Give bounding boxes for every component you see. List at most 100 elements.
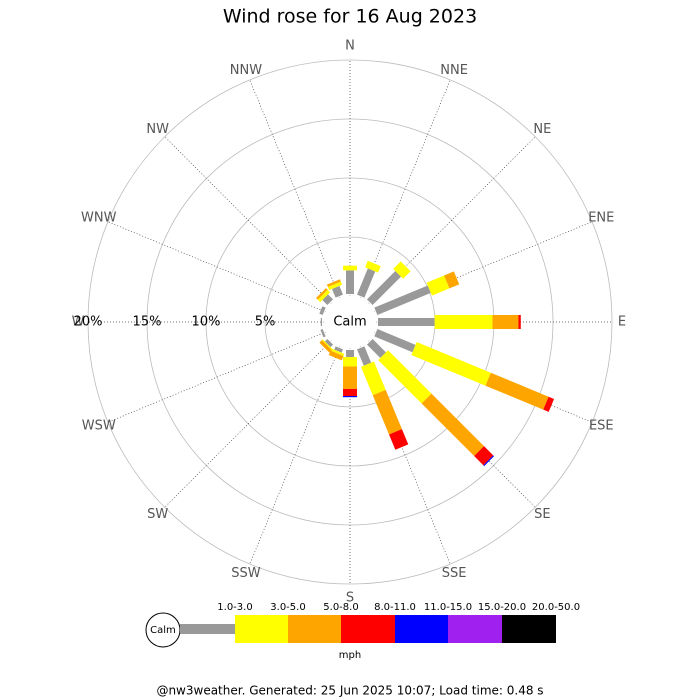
direction-bars	[374, 271, 460, 315]
legend-swatch	[395, 615, 448, 643]
bar-segment	[320, 318, 323, 326]
spoke	[164, 136, 332, 304]
legend-units: mph	[339, 650, 361, 661]
legend-label: 1.0-3.0	[217, 602, 252, 613]
direction-bars	[343, 350, 357, 398]
bar-segment	[518, 315, 521, 329]
bar-segment	[378, 350, 432, 404]
bar-segment	[327, 281, 343, 291]
legend-label: 3.0-5.0	[270, 602, 305, 613]
bar-segment	[357, 346, 372, 366]
bar-segment	[331, 285, 343, 298]
bar-segment	[492, 315, 519, 329]
legend-swatch	[502, 615, 556, 643]
spoke	[107, 331, 327, 423]
bar-segment	[444, 271, 460, 289]
direction-label: NNE	[440, 63, 468, 78]
bar-segment	[343, 366, 357, 389]
r-tick-label: 5%	[255, 315, 276, 330]
r-tick-label: 20%	[74, 315, 103, 330]
direction-label: S	[346, 591, 354, 606]
direction-label: W	[72, 315, 85, 330]
bar-segment	[543, 396, 555, 412]
bar-segment	[324, 338, 334, 348]
direction-bars	[366, 338, 495, 467]
bar-segment	[320, 329, 326, 338]
direction-bars	[320, 329, 326, 338]
direction-label: SSW	[231, 566, 261, 581]
direction-label: WSW	[82, 419, 116, 434]
bar-segment	[365, 260, 381, 273]
direction-bars	[316, 288, 334, 306]
direction-bars	[343, 265, 357, 294]
legend-label: 15.0-20.0	[478, 602, 526, 613]
direction-label: SW	[147, 507, 168, 522]
bar-segment	[426, 275, 450, 296]
bar-segment	[421, 393, 485, 457]
bar-segment	[372, 389, 402, 435]
legend-swatch	[235, 615, 288, 643]
r-tick-label: 10%	[192, 315, 221, 330]
spoke	[359, 79, 451, 299]
bar-segment	[343, 357, 357, 367]
spoke	[249, 79, 341, 299]
legend-swatch	[180, 624, 235, 634]
legend-label: 8.0-11.0	[374, 602, 416, 613]
bar-segment	[366, 338, 386, 358]
bar-segment	[326, 279, 341, 287]
direction-label: ESE	[589, 419, 614, 434]
spoke	[107, 221, 327, 313]
bar-segment	[434, 315, 493, 329]
r-tick-label: 15%	[133, 315, 162, 330]
bar-segment	[378, 318, 435, 326]
direction-bars	[357, 346, 409, 450]
direction-bars	[374, 329, 555, 412]
bar-segment	[343, 396, 357, 398]
bar-segment	[389, 429, 409, 450]
bar-segment	[319, 340, 332, 353]
direction-label: NE	[533, 122, 551, 137]
bar-segment	[321, 339, 333, 351]
calm-label: Calm	[333, 315, 366, 330]
bar-segment	[361, 361, 386, 396]
legend-label: 5.0-8.0	[323, 602, 358, 613]
bar-segment	[411, 342, 491, 386]
legend-swatch	[288, 615, 341, 643]
direction-bars	[319, 338, 334, 353]
legend-swatch	[341, 615, 395, 643]
direction-label: SSE	[442, 566, 467, 581]
plot: N NNE NE ENE E ESE SE SSE S SSW SW WSW W WNW NW NNW 5% 10…	[72, 39, 627, 606]
direction-bars	[366, 261, 411, 306]
calm-circle	[323, 295, 377, 349]
bar-segment	[483, 455, 495, 467]
bar-segment	[393, 261, 411, 279]
direction-label: SE	[534, 507, 550, 522]
direction-bars	[328, 346, 345, 361]
direction-label: NW	[146, 122, 169, 137]
direction-bars	[326, 279, 343, 298]
legend-swatch	[448, 615, 502, 643]
bar-segment	[328, 350, 344, 361]
legend-calm-label: Calm	[150, 625, 176, 636]
legend-label: 11.0-15.0	[424, 602, 472, 613]
bar-segment	[346, 350, 354, 358]
direction-bars	[320, 318, 323, 326]
bar-segment	[343, 388, 357, 397]
direction-bars	[378, 315, 521, 329]
bar-segment	[346, 270, 354, 294]
spoke	[249, 345, 341, 565]
grid-ring	[87, 59, 613, 585]
direction-label: N	[345, 39, 355, 54]
direction-label: WNW	[81, 210, 117, 225]
bar-segment	[366, 271, 401, 306]
bar-segment	[330, 348, 345, 356]
direction-label: E	[618, 315, 626, 330]
bar-segment	[319, 306, 326, 315]
bar-segment	[317, 289, 331, 303]
bar-segment	[322, 294, 334, 306]
bar-segment	[374, 329, 416, 353]
legend-label: 20.0-50.0	[532, 602, 580, 613]
bar-segment	[374, 285, 431, 315]
bar-segment	[334, 346, 343, 353]
chart-title: Wind rose for 16 Aug 2023	[223, 6, 477, 28]
